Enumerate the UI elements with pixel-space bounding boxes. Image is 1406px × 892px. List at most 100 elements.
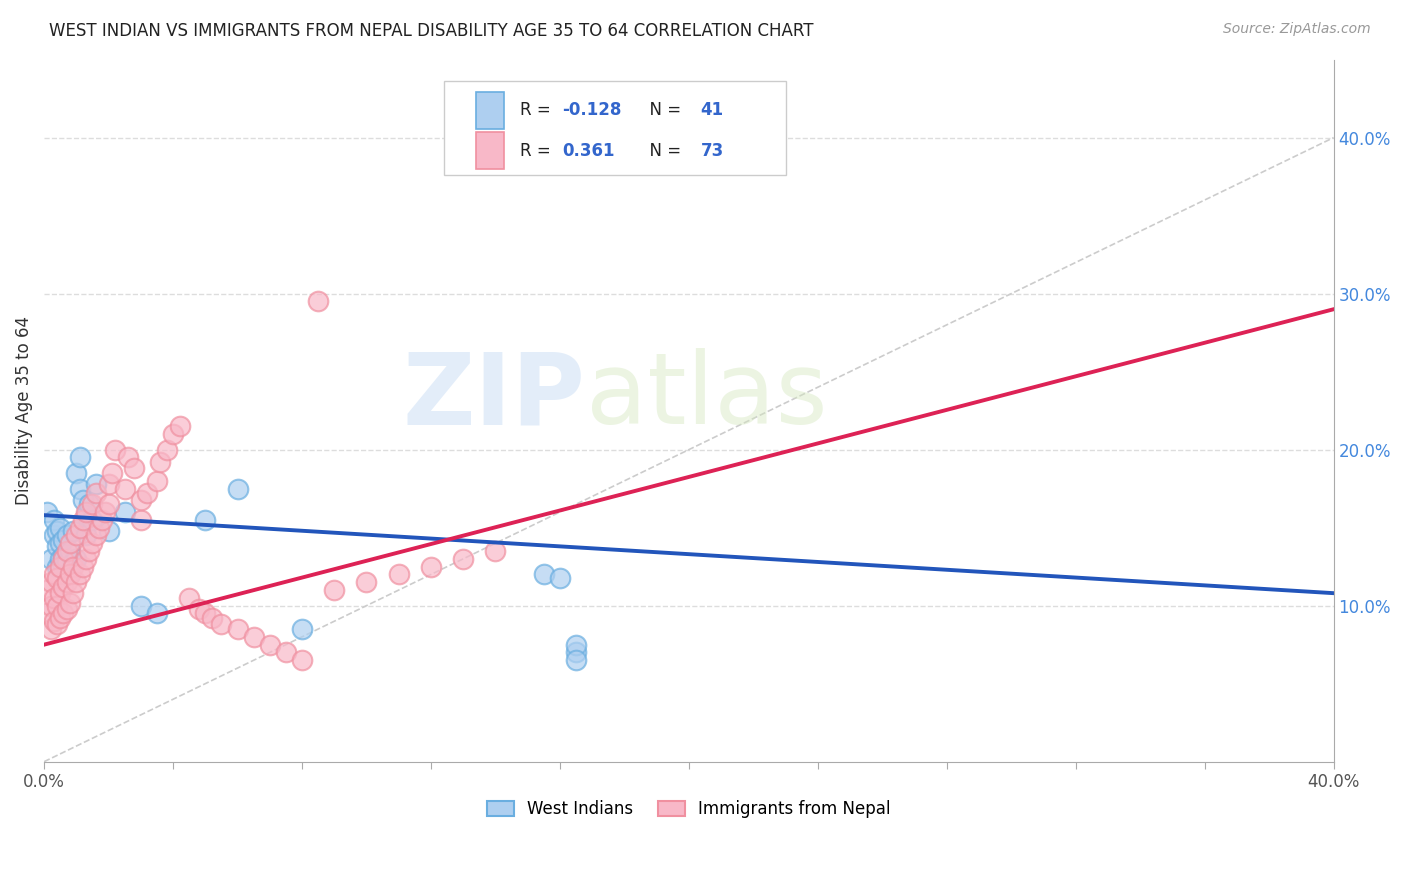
Point <box>72 513 94 527</box>
Point <box>194 513 217 527</box>
Point <box>62 559 84 574</box>
Point <box>136 486 159 500</box>
Point <box>101 466 124 480</box>
Point <box>59 595 82 609</box>
Text: ZIP: ZIP <box>404 348 586 445</box>
Point <box>451 552 474 566</box>
Point <box>46 524 69 538</box>
Point <box>87 521 110 535</box>
Point <box>84 528 107 542</box>
Legend: West Indians, Immigrants from Nepal: West Indians, Immigrants from Nepal <box>481 794 897 825</box>
Point <box>75 505 97 519</box>
Point <box>226 482 249 496</box>
Point <box>162 427 184 442</box>
Point <box>84 486 107 500</box>
Point <box>49 611 72 625</box>
Point <box>55 528 77 542</box>
Point <box>52 552 75 566</box>
Point <box>69 450 91 465</box>
Point <box>52 559 75 574</box>
Point <box>291 622 314 636</box>
Point <box>565 638 588 652</box>
Point <box>65 528 87 542</box>
Point <box>42 567 65 582</box>
Point <box>42 528 65 542</box>
Point <box>201 611 224 625</box>
Point <box>75 508 97 523</box>
Point <box>420 559 443 574</box>
Point <box>146 474 169 488</box>
Point <box>55 555 77 569</box>
Point <box>52 533 75 548</box>
Point <box>187 601 209 615</box>
Point <box>259 638 281 652</box>
Point <box>565 645 588 659</box>
Text: 41: 41 <box>700 102 724 120</box>
Text: -0.128: -0.128 <box>562 102 621 120</box>
Point <box>75 552 97 566</box>
Point <box>52 549 75 563</box>
Point <box>75 528 97 542</box>
Point <box>69 521 91 535</box>
Point <box>55 575 77 590</box>
Point <box>533 567 555 582</box>
Text: N =: N = <box>638 102 686 120</box>
Point <box>72 559 94 574</box>
Point <box>39 575 62 590</box>
Text: N =: N = <box>638 142 686 160</box>
Point <box>124 461 146 475</box>
Point <box>84 477 107 491</box>
FancyBboxPatch shape <box>477 132 505 169</box>
Point <box>46 570 69 584</box>
Point <box>55 544 77 558</box>
Point <box>114 482 136 496</box>
Point <box>209 617 232 632</box>
Point <box>39 599 62 613</box>
Point <box>114 505 136 519</box>
Point <box>46 540 69 554</box>
Point <box>59 536 82 550</box>
Point <box>97 524 120 538</box>
Point <box>37 582 59 597</box>
Point <box>548 570 571 584</box>
Point <box>72 492 94 507</box>
Point <box>65 552 87 566</box>
Point <box>129 513 152 527</box>
Point <box>46 617 69 632</box>
Point <box>65 466 87 480</box>
Point <box>42 513 65 527</box>
Point <box>39 622 62 636</box>
Point <box>82 497 104 511</box>
Point <box>129 492 152 507</box>
Point <box>69 482 91 496</box>
Point <box>323 582 346 597</box>
Point <box>104 442 127 457</box>
FancyBboxPatch shape <box>477 92 505 128</box>
Point <box>77 497 100 511</box>
Point <box>39 552 62 566</box>
Point <box>55 601 77 615</box>
Point <box>97 477 120 491</box>
Point <box>356 575 378 590</box>
Point <box>62 555 84 569</box>
Point <box>59 567 82 582</box>
Point <box>242 630 264 644</box>
Text: 73: 73 <box>700 142 724 160</box>
Point <box>117 450 139 465</box>
Point <box>484 544 506 558</box>
Point <box>62 586 84 600</box>
Point <box>274 645 297 659</box>
FancyBboxPatch shape <box>444 80 786 176</box>
Point <box>42 614 65 628</box>
Point <box>194 607 217 621</box>
Point <box>226 622 249 636</box>
Point <box>565 653 588 667</box>
Point <box>37 505 59 519</box>
Point <box>149 455 172 469</box>
Point <box>49 536 72 550</box>
Point <box>91 513 114 527</box>
Point <box>49 521 72 535</box>
Text: atlas: atlas <box>586 348 827 445</box>
Point <box>46 599 69 613</box>
Point <box>52 580 75 594</box>
